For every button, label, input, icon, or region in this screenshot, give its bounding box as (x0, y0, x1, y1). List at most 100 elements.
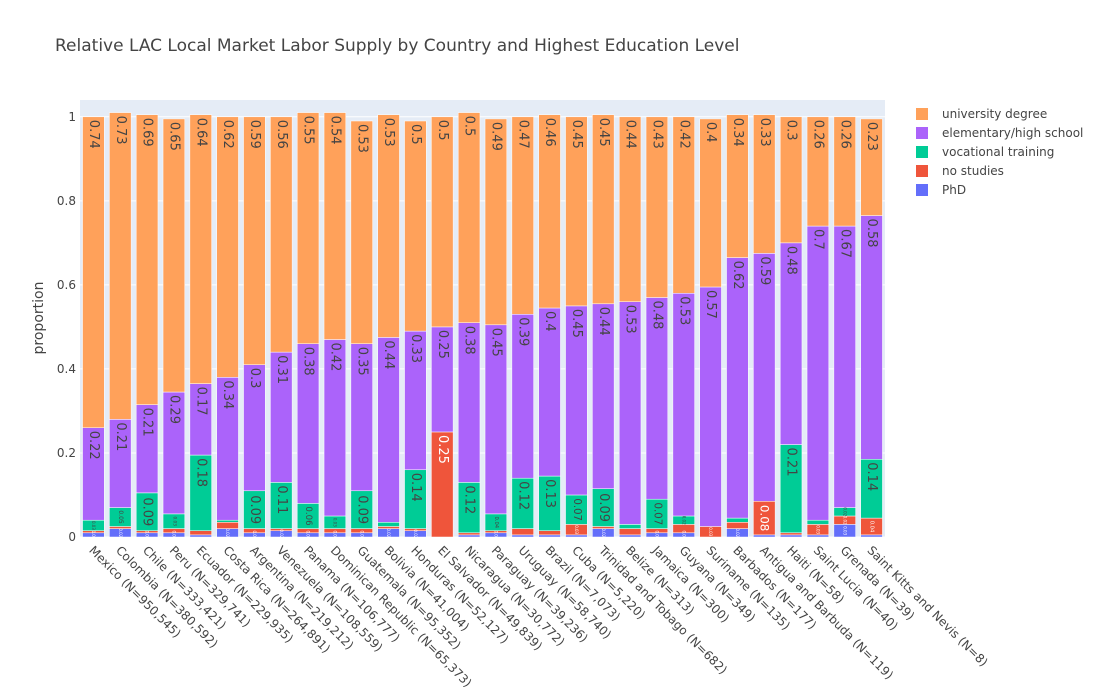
legend-item[interactable]: PhD (916, 183, 966, 197)
legend-label: PhD (942, 183, 966, 197)
bar-segment (538, 307, 561, 477)
bar-segment (511, 534, 534, 538)
bar-value-label: 0.02 (601, 528, 606, 537)
bar-segment (484, 118, 508, 326)
y-axis: 0 0.2 0.4 0.6 0.8 1 (57, 110, 76, 544)
bar-value-label: 0.65 (166, 122, 181, 151)
bar-segment (645, 116, 669, 298)
bar-value-label: 0.44 (596, 307, 611, 336)
bar-value-label: 0.01 (91, 530, 96, 539)
bar-segment (270, 116, 293, 353)
bar-value-label: 0.23 (864, 122, 879, 151)
bar-value-label: 0.45 (569, 120, 584, 149)
plot-background (80, 100, 885, 537)
bar-value-label: 0.11 (274, 485, 289, 514)
legend-item[interactable]: vocational training (916, 145, 1054, 159)
y-tick-label: 0.8 (57, 194, 76, 208)
bar-value-label: 0.5 (435, 120, 450, 141)
bar-value-label: 0.08 (757, 505, 771, 531)
gridlines (80, 116, 885, 538)
bar-segment (109, 112, 132, 420)
bar-segment (618, 116, 642, 302)
bar-segment (538, 114, 561, 309)
bar-value-label: 0.09 (247, 495, 262, 524)
bar-value-label: 0.03 (332, 518, 337, 527)
legend-label: elementary/high school (942, 126, 1083, 140)
bar-value-label: 0.57 (703, 290, 718, 319)
bar-segment (135, 114, 159, 405)
bar-segment (618, 528, 642, 536)
bar-value-label: 0.18 (193, 458, 208, 487)
bar-value-label: 0.12 (462, 485, 477, 514)
bar-segment (82, 116, 105, 429)
bar-value-label: 0.53 (381, 118, 396, 147)
bar-segment (296, 112, 320, 344)
y-tick-label: 0.6 (57, 278, 76, 292)
bar-value-label: 0.43 (649, 120, 664, 149)
bar-segment (350, 120, 373, 344)
legend-item[interactable]: elementary/high school (916, 126, 1083, 140)
bar-value-label: 0.42 (676, 120, 691, 149)
bar-value-label: 0.25 (435, 330, 450, 359)
bar-segment (189, 534, 212, 538)
bar-value-label: 0.4 (703, 122, 718, 143)
bar-value-label: 0.14 (864, 462, 879, 491)
bar-labels: 0.010.030.220.740.020.050.210.730.010.09… (86, 116, 879, 540)
legend-item[interactable]: no studies (916, 164, 1004, 178)
bar-segment (699, 286, 722, 527)
bar-segment (189, 114, 212, 384)
legend-item[interactable]: university degree (916, 107, 1047, 121)
y-axis-label: proportion (31, 282, 47, 355)
bar-value-label: 0.02 (681, 516, 686, 525)
bar-value-label: 0.03 (574, 525, 579, 534)
bar-value-label: 0.07 (651, 503, 662, 526)
bar-segment (806, 225, 830, 521)
legend-swatch (916, 165, 928, 177)
legend-swatch (916, 108, 928, 120)
legend-swatch (916, 127, 928, 139)
bar-value-label: 0.35 (354, 347, 369, 376)
bar-segment (243, 116, 266, 365)
bar-value-label: 0.01 (681, 530, 686, 539)
bar-value-label: 0.03 (842, 526, 847, 535)
y-tick-label: 0 (68, 530, 76, 544)
bar-value-label: 0.31 (274, 355, 289, 384)
bar-value-label: 0.56 (274, 120, 289, 149)
bar-segment (672, 116, 695, 294)
bar-segment (565, 116, 588, 307)
bar-value-label: 0.26 (837, 120, 852, 149)
bar-value-label: 0.69 (140, 118, 155, 147)
bar-segment (672, 293, 695, 517)
bar-segment (189, 530, 212, 536)
bar-value-label: 0.02 (735, 528, 740, 537)
bar-value-label: 0.59 (757, 256, 772, 285)
bar-value-label: 0.17 (193, 387, 208, 416)
bar-segment (779, 534, 803, 538)
bar-value-label: 0.01 (171, 530, 176, 539)
bar-value-label: 0.45 (488, 328, 503, 357)
bar-segment (833, 116, 856, 227)
bar-segment (457, 534, 481, 538)
bar-value-label: 0.3 (784, 120, 799, 141)
y-tick-label: 1 (68, 110, 76, 124)
bar-value-label: 0.5 (462, 116, 477, 137)
bar-value-label: 0.25 (435, 435, 450, 464)
bars (82, 112, 883, 538)
bar-segment (860, 215, 883, 460)
bar-value-label: 0.48 (649, 300, 664, 329)
bar-value-label: 0.55 (301, 116, 316, 145)
bar-value-label: 0.02 (225, 528, 230, 537)
bar-segment (618, 534, 642, 538)
bar-segment (726, 257, 749, 519)
bar-value-label: 0.02 (279, 529, 284, 538)
bar-segment (538, 530, 561, 536)
bar-value-label: 0.45 (596, 118, 611, 147)
bar-value-label: 0.03 (91, 521, 96, 530)
bar-segment (377, 114, 400, 338)
bar-value-label: 0.14 (408, 473, 423, 502)
bar-value-label: 0.22 (86, 431, 101, 460)
bar-value-label: 0.03 (708, 527, 713, 536)
bar-segment (753, 253, 776, 502)
legend-swatch (916, 146, 928, 158)
